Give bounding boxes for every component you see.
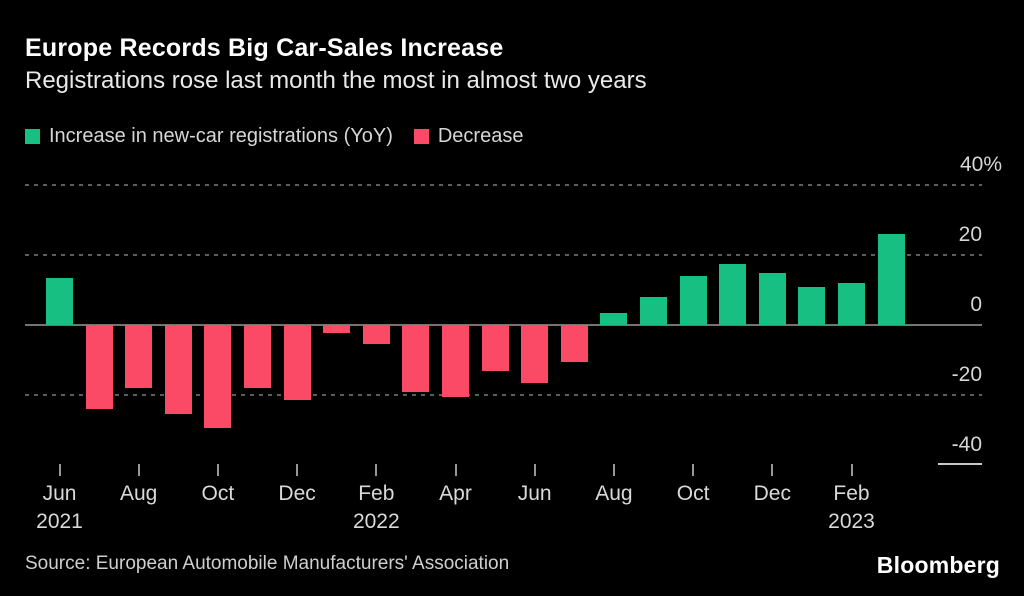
legend-label: Increase in new-car registrations (YoY): [49, 125, 393, 147]
bar-may-2022: [481, 325, 509, 371]
gridline--40: [938, 463, 982, 465]
x-tick-aug: [612, 464, 615, 476]
bar-feb-2023: [838, 283, 865, 325]
gridline-40: [25, 184, 982, 186]
bar-jun-2021: [46, 277, 73, 326]
x-tick-aug: [137, 464, 140, 476]
x-tick-jun: [533, 464, 536, 476]
y-axis-label-40: 40%: [959, 153, 1002, 176]
x-axis-label-jun-2021: Jun: [42, 482, 77, 505]
x-tick-jun-2021: [58, 464, 61, 476]
bar-oct-2022: [679, 276, 707, 325]
x-tick-dec: [296, 464, 299, 476]
bar-apr-2022: [442, 325, 469, 397]
x-axis-label-aug: Aug: [120, 482, 158, 505]
x-axis-label-oct: Oct: [201, 482, 235, 505]
x-axis-year-2022: 2022: [352, 510, 400, 533]
bar-dec-2022: [758, 272, 786, 325]
x-axis-label-aug: Aug: [595, 482, 633, 505]
x-axis-label-dec: Dec: [753, 482, 791, 505]
bar-jan-2022: [323, 325, 351, 334]
bar-mar-2022: [402, 325, 430, 392]
bar-jul-2021: [85, 325, 113, 409]
y-axis-label--20: -20: [951, 363, 982, 386]
x-axis-label-oct: Oct: [676, 482, 710, 505]
bar-aug-2022: [600, 312, 628, 326]
x-tick-feb-2023: [850, 464, 853, 476]
bar-feb-2022: [362, 325, 390, 345]
legend-item-decrease: Decrease: [413, 125, 524, 148]
x-tick-oct: [216, 464, 219, 476]
bar-sep-2021: [164, 325, 192, 415]
bar-aug-2021: [125, 325, 153, 388]
chart-title: Europe Records Big Car-Sales Increase: [25, 34, 504, 62]
x-tick-dec: [771, 464, 774, 476]
chart-subtitle: Registrations rose last month the most i…: [25, 67, 647, 94]
y-axis-label-0: 0: [970, 293, 982, 316]
bar-jan-2023: [798, 286, 826, 325]
bar-mar-2023: [877, 234, 905, 325]
bar-jun-2022: [521, 325, 549, 383]
x-axis-label-dec: Dec: [278, 482, 316, 505]
bloomberg-logo: Bloomberg: [876, 552, 1000, 578]
legend-item-increase: Increase in new-car registrations (YoY): [25, 125, 393, 148]
x-tick-oct: [692, 464, 695, 476]
x-tick-feb-2022: [375, 464, 378, 476]
x-axis-label-jun: Jun: [517, 482, 552, 505]
x-tick-apr: [454, 464, 457, 476]
bar-nov-2021: [244, 325, 271, 388]
x-axis-year-2021: 2021: [36, 510, 83, 533]
x-axis-label-feb-2022: Feb: [358, 482, 395, 505]
legend-label: Decrease: [437, 125, 524, 147]
bar-nov-2022: [719, 263, 747, 326]
x-axis-year-2023: 2023: [828, 510, 875, 533]
legend: Increase in new-car registrations (YoY) D…: [25, 125, 523, 148]
y-axis-label-20: 20: [958, 223, 982, 246]
bar-dec-2021: [283, 325, 311, 401]
increase-swatch-icon: [25, 129, 40, 144]
gridline-20: [25, 254, 982, 256]
bar-oct-2021: [204, 325, 232, 429]
x-axis-label-apr: Apr: [439, 482, 472, 505]
bar-jul-2022: [560, 325, 588, 362]
gridline--20: [25, 394, 982, 396]
x-axis-label-feb-2023: Feb: [833, 482, 870, 505]
bar-sep-2022: [640, 297, 667, 325]
y-axis-label--40: -40: [951, 433, 982, 456]
source-attribution: Source: European Automobile Manufacturer…: [25, 553, 510, 574]
decrease-swatch-icon: [413, 129, 429, 144]
